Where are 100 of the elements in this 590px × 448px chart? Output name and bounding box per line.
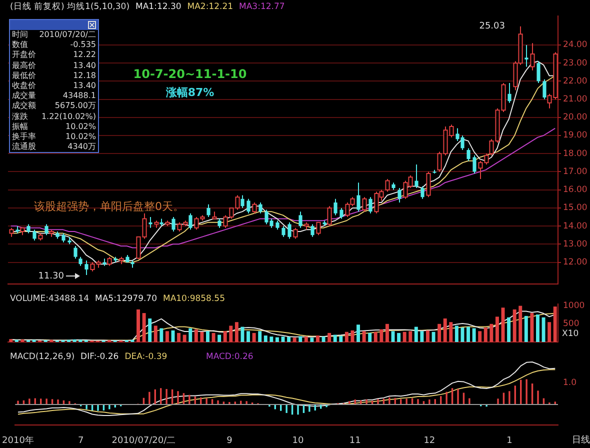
bar [322, 336, 326, 342]
bar [218, 334, 222, 342]
text: MA3:12.77 [239, 2, 285, 12]
candlestick [472, 154, 476, 174]
bar [478, 331, 482, 342]
candlestick [524, 44, 528, 68]
category-label: 流通股 [12, 142, 36, 152]
candlestick [288, 222, 292, 240]
bar [507, 317, 511, 342]
candlestick [188, 212, 192, 230]
bar [490, 324, 494, 342]
category-label: 振幅 [12, 122, 28, 132]
bar [177, 332, 181, 342]
bar [454, 326, 458, 342]
candlestick [32, 229, 36, 242]
bar [356, 324, 360, 342]
annotation: 10-7-20~11-1-10 [133, 67, 247, 82]
candlestick [282, 226, 286, 238]
bar [160, 328, 164, 342]
bar [524, 316, 528, 342]
y-tick-label: 12.00 [563, 257, 588, 268]
bar [333, 334, 337, 342]
bar [472, 328, 476, 342]
y-tick-label: 1000 [563, 301, 585, 312]
bar [344, 332, 348, 342]
category-label: 成交额 [12, 101, 36, 112]
candlestick [420, 186, 424, 200]
x-tick-label: 7 [78, 436, 84, 446]
bar [362, 331, 366, 342]
candlestick [298, 211, 302, 228]
category-label: 收盘价 [12, 81, 36, 91]
bar [414, 326, 418, 342]
bar [443, 318, 447, 342]
y-tick-label: 13.00 [563, 239, 588, 250]
x-tick-label: 11 [349, 436, 361, 446]
bar [234, 322, 238, 342]
bar [495, 316, 499, 342]
bar [212, 332, 216, 342]
chart-title: (日线 前复权) 均线1(5,10,30) [10, 1, 130, 12]
bar [252, 332, 256, 342]
text: 43488.1 [62, 91, 96, 100]
category-label: 涨跌 [12, 112, 28, 122]
candlestick [414, 164, 418, 189]
bar [536, 314, 540, 342]
y-tick-label: 14.00 [563, 221, 588, 232]
y-tick-label: 15.00 [563, 203, 588, 214]
bar [518, 306, 522, 342]
text: 1.22(10.02%) [41, 112, 96, 121]
bar [275, 337, 279, 342]
x-tick-label: 10 [292, 436, 304, 446]
chart-title: MACD(12,26,9) [10, 352, 75, 362]
text: -0.535 [70, 40, 96, 50]
bar [200, 332, 204, 342]
bar [287, 336, 291, 342]
bar [136, 309, 140, 342]
bar [142, 313, 146, 342]
candlestick [356, 182, 360, 212]
text: 10.02% [65, 132, 96, 142]
bar [292, 338, 296, 342]
x-tick-label: 1 [506, 436, 512, 446]
x-tick-label: 9 [226, 436, 233, 446]
bar [270, 336, 274, 342]
bar [206, 331, 210, 342]
x-tick-label: 12 [424, 436, 436, 446]
candlestick [398, 188, 402, 204]
series-label: MA5:12979.70 [95, 294, 157, 304]
bar [246, 331, 250, 342]
bar [229, 326, 233, 342]
text: 10.02% [65, 122, 96, 131]
bar [385, 324, 389, 342]
text: 4340万 [68, 142, 96, 152]
chart-title: VOLUME:43488.14 [10, 294, 90, 304]
bar [438, 324, 442, 342]
bar [264, 335, 268, 342]
y-tick-label: 19.00 [563, 130, 588, 141]
text: DIF:-0.26 [80, 352, 119, 362]
bar [449, 322, 453, 342]
text: 5675.00万 [54, 101, 96, 110]
y-tick-label: 18.00 [563, 148, 588, 159]
candlestick [172, 216, 176, 232]
bar [148, 318, 152, 342]
bar [397, 332, 401, 342]
y-tick-label: 500 [563, 319, 580, 330]
bar [298, 336, 302, 342]
bar [304, 336, 308, 342]
candlestick [206, 204, 210, 218]
y-axis-title: X10 [562, 329, 579, 340]
text: MA2:12.21 [187, 2, 234, 12]
candlestick [508, 82, 512, 104]
bar [328, 332, 332, 342]
bar [432, 332, 436, 342]
y-tick-label: 24.00 [563, 40, 588, 50]
category-label: 成交量 [12, 91, 36, 101]
bar [408, 331, 412, 342]
bar [9, 339, 13, 342]
candlestick [276, 220, 280, 230]
candlestick [148, 216, 152, 228]
bar [420, 331, 424, 342]
text: DEA:-0.39 [124, 352, 168, 362]
candlestick [240, 194, 244, 208]
